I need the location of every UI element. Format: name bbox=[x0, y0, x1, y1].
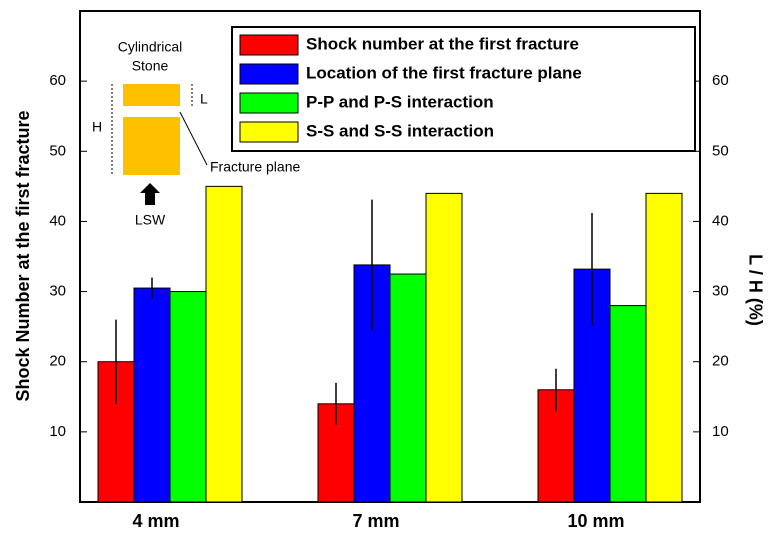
bar bbox=[205, 185, 243, 503]
annotation: Stone bbox=[132, 58, 169, 74]
bar bbox=[425, 192, 463, 503]
annotation: H bbox=[92, 119, 102, 135]
y2-tick-label: 60 bbox=[712, 72, 729, 89]
y2-tick-label: 40 bbox=[712, 212, 729, 229]
y-tick-label: 40 bbox=[49, 212, 66, 229]
bar bbox=[169, 291, 207, 503]
bar bbox=[317, 403, 355, 503]
legend-swatch bbox=[239, 34, 299, 56]
x-tick-label: 4 mm bbox=[132, 511, 179, 531]
y2-tick-label: 50 bbox=[712, 142, 729, 159]
annotation: Fracture plane bbox=[210, 159, 300, 175]
y-axis-label: Shock Number at the first fracture bbox=[13, 110, 33, 401]
bar bbox=[389, 273, 427, 503]
legend-label: S-S and S-S interaction bbox=[306, 121, 494, 140]
y-tick-label: 60 bbox=[49, 72, 66, 89]
x-tick-label: 10 mm bbox=[567, 511, 624, 531]
y2-tick-label: 10 bbox=[712, 423, 729, 440]
fracture-pointer bbox=[179, 111, 208, 166]
y-tick-label: 20 bbox=[49, 353, 66, 370]
y2-axis-label: L / H (%) bbox=[745, 254, 765, 326]
legend-label: P-P and P-S interaction bbox=[306, 92, 494, 111]
y-tick-label: 10 bbox=[49, 423, 66, 440]
legend-label: Location of the first fracture plane bbox=[306, 63, 582, 82]
legend-label: Shock number at the first fracture bbox=[306, 34, 579, 53]
legend-box bbox=[231, 26, 696, 152]
annotation: Cylindrical bbox=[118, 39, 183, 55]
y2-tick-label: 20 bbox=[712, 353, 729, 370]
annotation: LSW bbox=[135, 212, 166, 228]
lsw-arrow bbox=[140, 183, 160, 205]
annotation: L bbox=[200, 91, 208, 107]
bar bbox=[609, 305, 647, 503]
legend-swatch bbox=[239, 92, 299, 114]
stone-bottom bbox=[123, 117, 180, 175]
bar bbox=[645, 192, 683, 503]
y2-tick-label: 30 bbox=[712, 283, 729, 300]
x-tick-label: 7 mm bbox=[352, 511, 399, 531]
stone-top bbox=[123, 84, 180, 106]
y-tick-label: 30 bbox=[49, 283, 66, 300]
bar bbox=[133, 287, 171, 503]
legend-swatch bbox=[239, 63, 299, 85]
y-tick-label: 50 bbox=[49, 142, 66, 159]
legend-swatch bbox=[239, 121, 299, 143]
inset-diagram: Cylindrical Stone L H Fracture plane LSW bbox=[92, 39, 300, 228]
